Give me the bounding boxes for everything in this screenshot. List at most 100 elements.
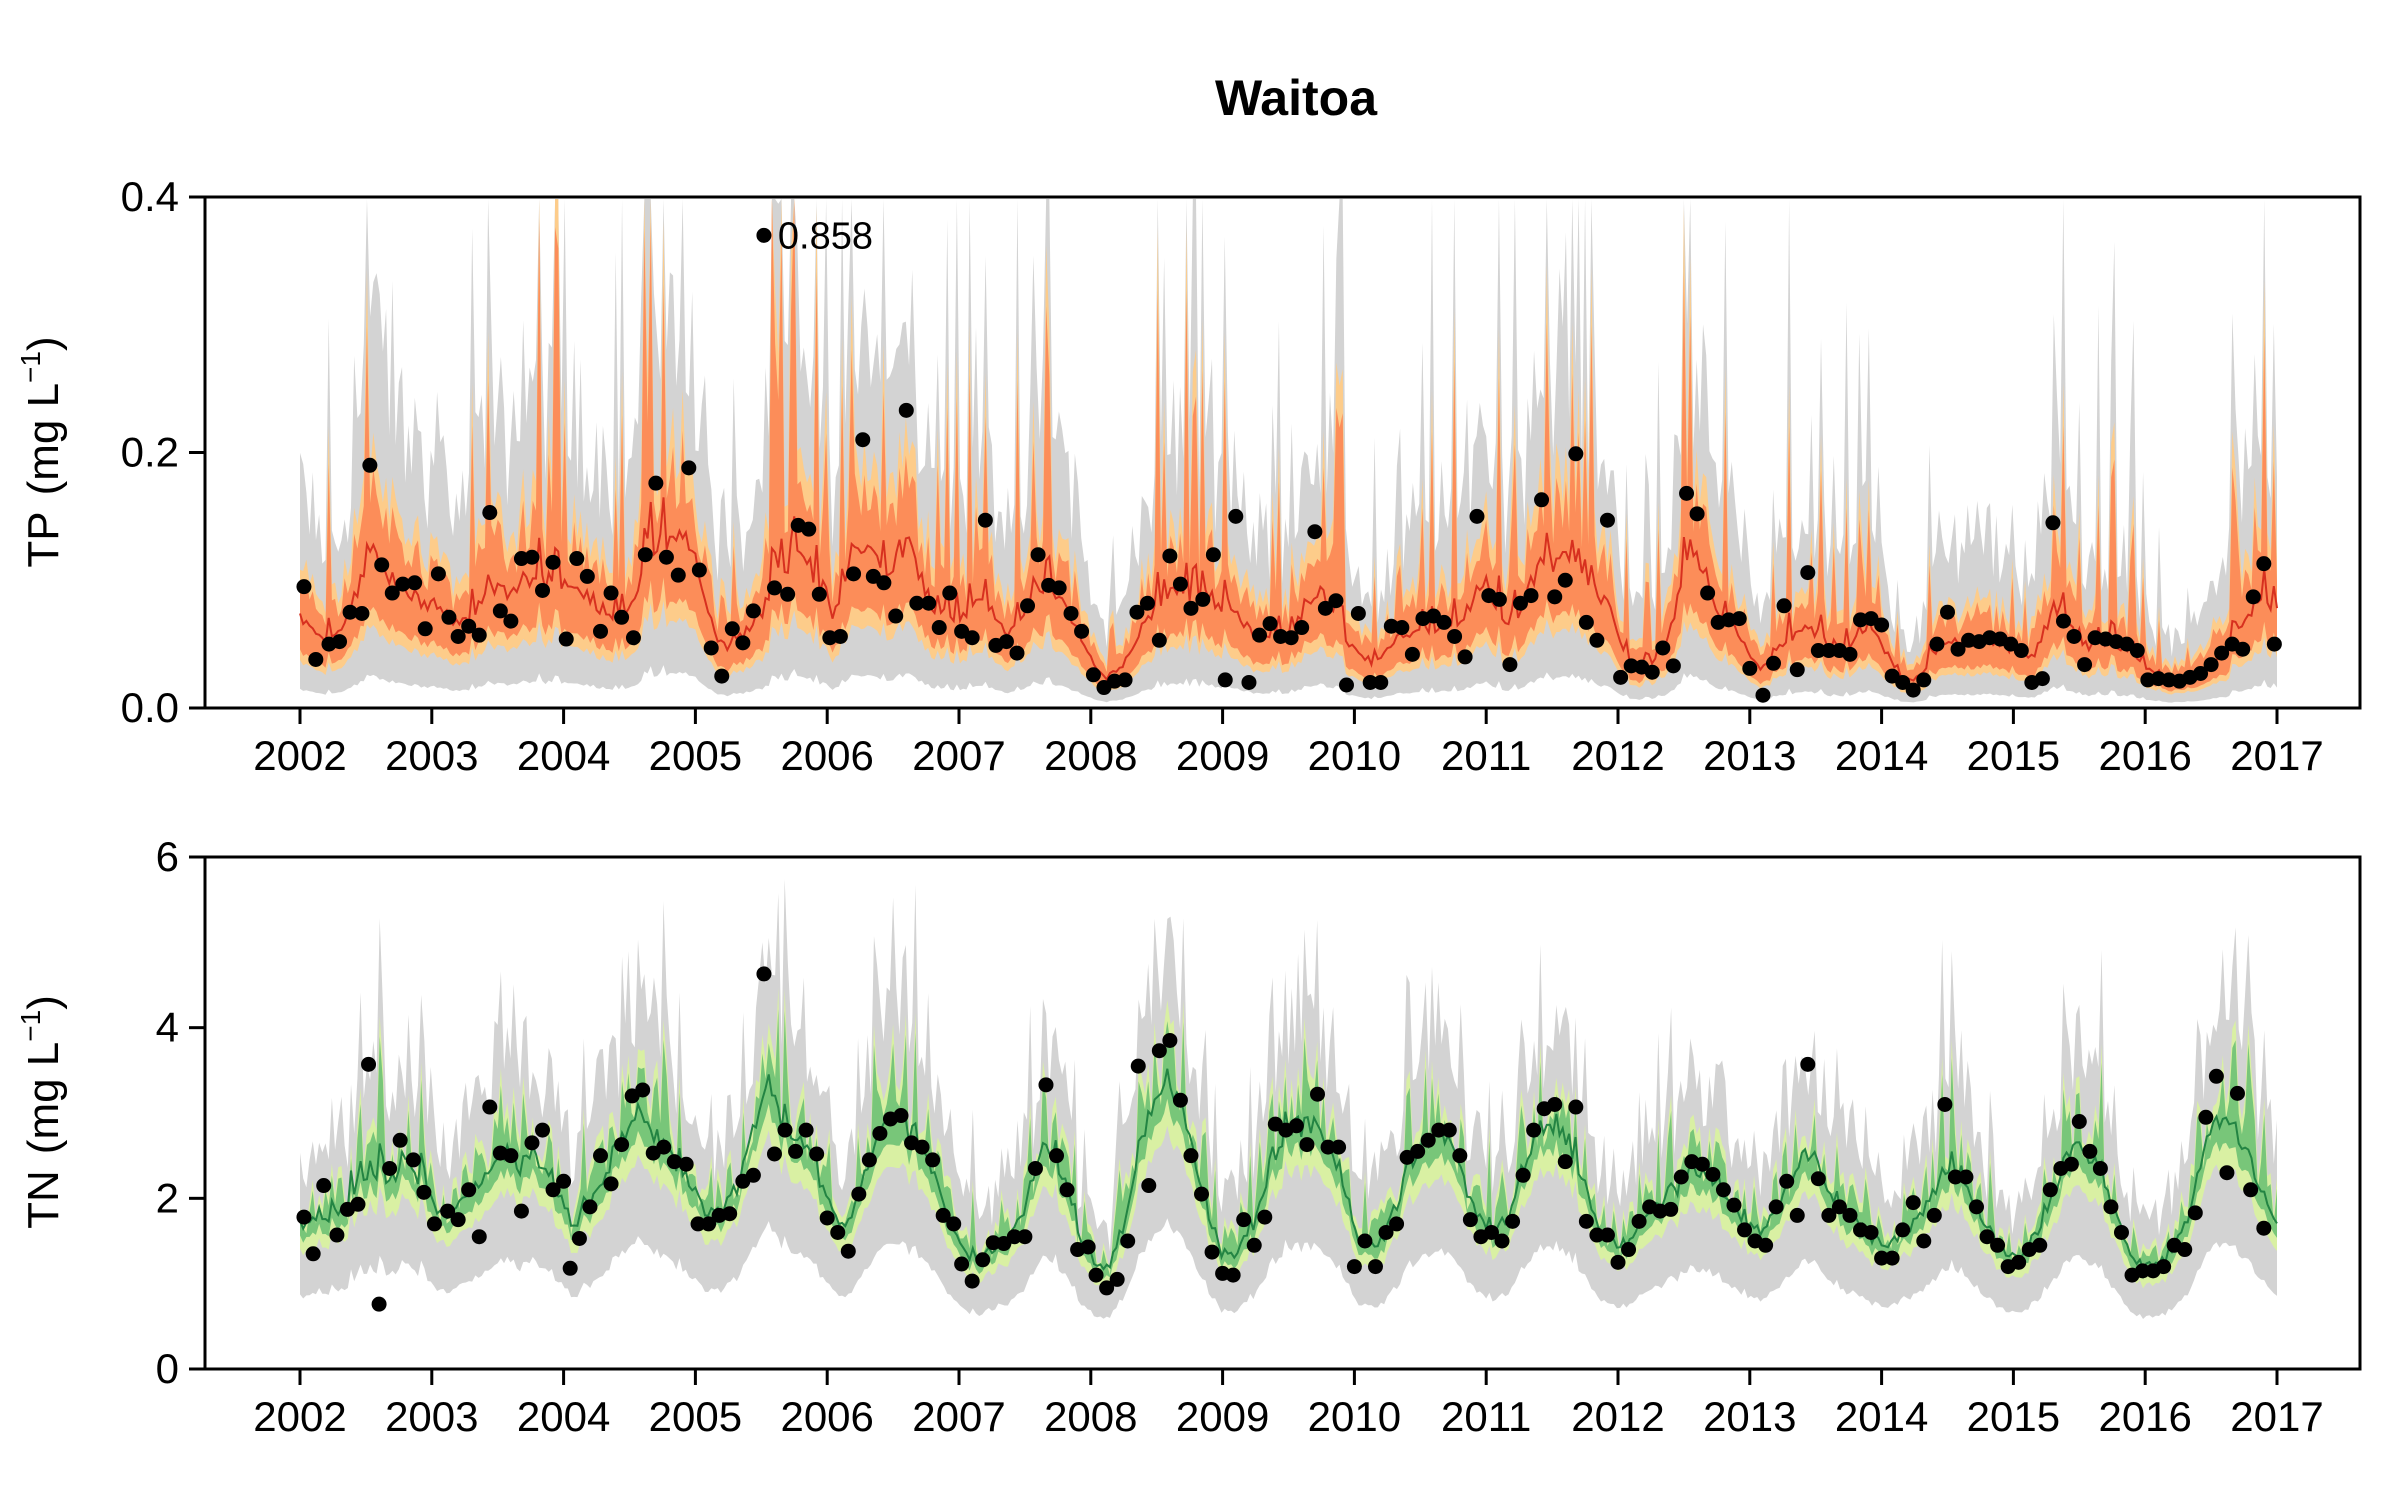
- tn-observation-point: [426, 1216, 442, 1232]
- tp-observation-point: [1139, 595, 1155, 611]
- tn-observation-point: [1257, 1209, 1273, 1225]
- tn-observation-point: [2135, 1263, 2151, 1279]
- tn-x-tick-label: 2017: [2230, 1393, 2323, 1440]
- tp-observation-point: [1613, 669, 1629, 685]
- tn-x-tick-label: 2013: [1703, 1393, 1796, 1440]
- tp-x-tick-label: 2002: [253, 732, 346, 779]
- tn-observation-point: [1462, 1212, 1478, 1228]
- tn-observation-point: [1431, 1122, 1447, 1138]
- tp-observation-point: [780, 586, 796, 602]
- tn-observation-point: [766, 1146, 782, 1162]
- tn-observation-point: [1990, 1237, 2006, 1253]
- tn-observation-point: [1452, 1148, 1468, 1164]
- tn-observation-point: [1737, 1222, 1753, 1238]
- tn-observation-point: [666, 1154, 682, 1170]
- tn-observation-point: [482, 1099, 498, 1115]
- tp-observation-point: [658, 549, 674, 565]
- tn-observation-point: [798, 1122, 814, 1138]
- tn-y-tick-label: 0: [156, 1345, 179, 1392]
- tn-observation-point: [329, 1227, 345, 1243]
- tp-observation-point: [1547, 589, 1563, 605]
- tp-observation-point: [362, 457, 378, 473]
- tn-observation-point: [756, 966, 772, 982]
- tn-observation-point: [524, 1135, 540, 1151]
- tp-x-tick-label: 2004: [517, 732, 610, 779]
- tp-observation-point: [1394, 620, 1410, 636]
- tn-band-outer: [300, 878, 2277, 1320]
- tn-observation-point: [2177, 1242, 2193, 1258]
- tp-observation-point: [2055, 613, 2071, 629]
- tp-observation-point: [648, 475, 664, 491]
- tp-observation-point: [670, 567, 686, 583]
- tp-observation-point: [2013, 643, 2029, 659]
- tp-observation-point: [1241, 674, 1257, 690]
- tp-observation-point: [1350, 605, 1366, 621]
- tp-observation-point: [430, 566, 446, 582]
- tn-observation-point: [392, 1132, 408, 1148]
- tn-observation-point: [316, 1178, 332, 1194]
- tn-observation-point: [1874, 1250, 1890, 1266]
- tn-observation-point: [603, 1176, 619, 1192]
- tp-observation-point: [2034, 671, 2050, 687]
- tn-observation-point: [1420, 1132, 1436, 1148]
- tn-observation-point: [1673, 1169, 1689, 1185]
- tp-x-tick-label: 2008: [1044, 732, 1137, 779]
- tn-observation-point: [635, 1082, 651, 1098]
- tp-observation-point: [2203, 657, 2219, 673]
- tn-observation-point: [405, 1152, 421, 1168]
- tp-observation-point: [1578, 614, 1594, 630]
- tp-panel: 2002 2003 2004 2005 2006 2007 2008 2009 2010 2011…: [15, 173, 2362, 779]
- tn-observation-point: [1515, 1167, 1531, 1183]
- tn-observation-point: [2042, 1182, 2058, 1198]
- tp-observation-point: [1842, 646, 1858, 662]
- tn-observation-point: [2103, 1199, 2119, 1215]
- tn-observation-point: [1810, 1171, 1826, 1187]
- tn-observation-point: [1831, 1199, 1847, 1215]
- tp-observation-point: [1074, 623, 1090, 639]
- tn-x-tick-label: 2011: [1441, 1393, 1531, 1440]
- tp-observation-point: [1821, 643, 1837, 659]
- tp-observation-point: [1228, 508, 1244, 524]
- tn-y-axis: 0 2 4 6: [156, 833, 205, 1392]
- tn-observation-point: [1346, 1259, 1362, 1275]
- tp-observation-point: [1373, 674, 1389, 690]
- tp-y-axis-label: TP (mg L−1): [15, 336, 68, 567]
- tn-observation-point: [946, 1216, 962, 1232]
- tn-observation-point: [1937, 1096, 1953, 1112]
- tn-observation-point: [1288, 1118, 1304, 1134]
- tp-observation-point: [1589, 632, 1605, 648]
- tn-x-axis: 2002 2003 2004 2005 2006 2007 2008 2009 2010 2011…: [253, 1369, 2324, 1440]
- tp-observation-point: [332, 634, 348, 650]
- tp-observed-points: [296, 227, 2282, 703]
- tn-observation-point: [1130, 1058, 1146, 1074]
- tp-observation-point: [1940, 604, 1955, 620]
- tn-plot-frame: [203, 855, 2362, 1371]
- tp-observation-point: [342, 604, 358, 620]
- tp-observation-point: [1051, 580, 1067, 596]
- tn-x-tick-label: 2003: [385, 1393, 478, 1440]
- tn-observation-point: [1505, 1213, 1521, 1229]
- tp-observation-point: [1929, 636, 1945, 652]
- tn-observation-point: [1246, 1237, 1262, 1253]
- tn-observation-point: [2243, 1182, 2259, 1198]
- tp-observation-point: [1766, 655, 1782, 671]
- tn-observation-point: [1299, 1137, 1315, 1153]
- tp-observation-point: [1742, 660, 1758, 676]
- tn-ylabel-close: ): [19, 995, 68, 1010]
- tp-observation-point: [832, 628, 848, 644]
- tp-observation-point: [855, 432, 871, 448]
- tp-band-inner: [300, 199, 2277, 692]
- tn-observation-point: [2187, 1205, 2203, 1221]
- tn-observation-point: [1578, 1213, 1594, 1229]
- tn-observation-point: [1821, 1207, 1837, 1223]
- tn-x-tick-label: 2010: [1308, 1393, 1401, 1440]
- tp-observation-point: [2214, 645, 2230, 661]
- tp-observation-point: [1700, 585, 1716, 601]
- tn-observation-point: [1589, 1227, 1605, 1243]
- tp-observation-point: [921, 595, 937, 611]
- tp-observation-point: [1317, 600, 1333, 616]
- tn-x-tick-label: 2005: [649, 1393, 742, 1440]
- tp-observation-point: [1063, 605, 1079, 621]
- tn-observation-point: [1863, 1224, 1879, 1240]
